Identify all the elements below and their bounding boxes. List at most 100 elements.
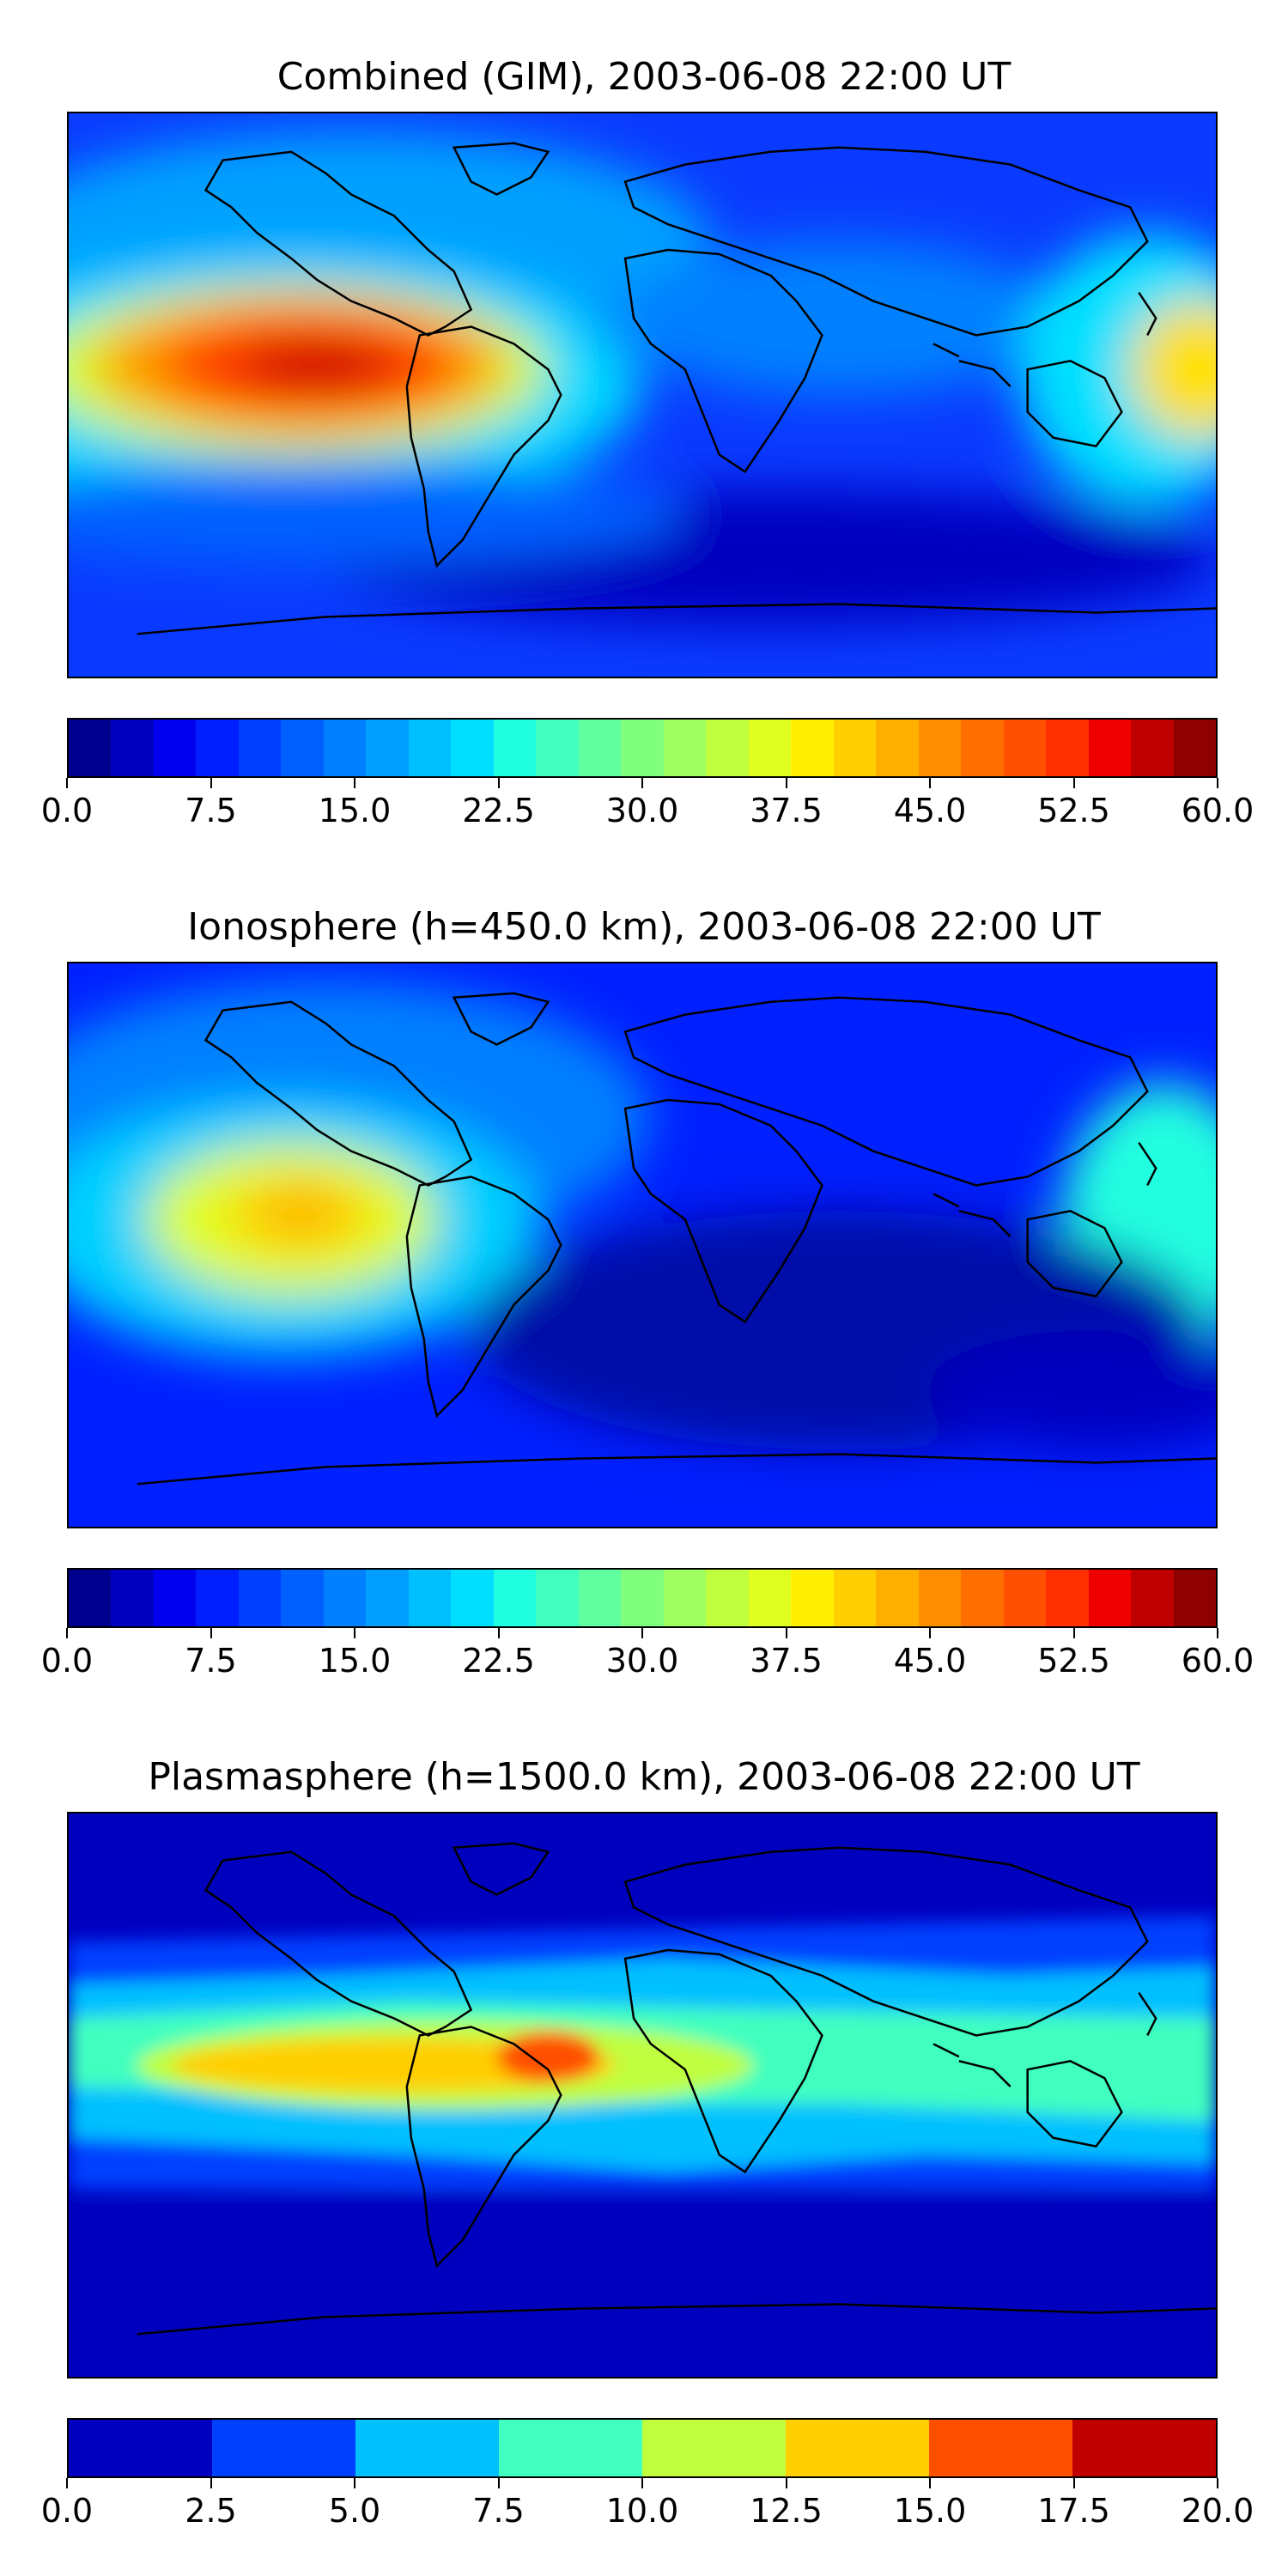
colorbar-tick <box>354 2478 355 2488</box>
colorbar-segment <box>663 720 707 776</box>
colorbar-tick-label: 0.0 <box>40 2492 94 2530</box>
colorbar-segment <box>1173 720 1217 776</box>
panel-title: Ionosphere (h=450.0 km), 2003-06-08 22:0… <box>187 905 1101 949</box>
colorbar-tick-label: 7.5 <box>185 792 237 829</box>
colorbar-segment <box>111 1570 154 1626</box>
colorbar-tick-label: 45.0 <box>893 1642 967 1680</box>
colorbar-tick <box>497 1628 500 1638</box>
colorbar-segment <box>1003 1570 1047 1626</box>
colorbar-tick-label: 37.5 <box>750 1642 823 1680</box>
colorbar-segment <box>408 1570 452 1626</box>
colorbar-tick <box>1072 778 1075 788</box>
colorbar-segment <box>196 1570 239 1626</box>
colorbar-tick <box>210 1628 212 1638</box>
colorbar-tick <box>785 1628 787 1638</box>
colorbar-tick-label: 30.0 <box>605 792 679 829</box>
colorbar-segment <box>281 720 324 776</box>
colorbar-ticks: 0.0 7.5 15.0 22.5 30.0 37.5 45.0 52.5 60.0 <box>41 1628 1254 1680</box>
colorbar-segment <box>69 1570 112 1626</box>
colorbar-tick <box>210 2478 212 2488</box>
colorbar-tick <box>929 2478 931 2488</box>
colorbar-tick <box>66 1628 68 1638</box>
colorbar-tick-label: 20.0 <box>1181 2492 1255 2530</box>
panel-title: Plasmasphere (h=1500.0 km), 2003-06-08 2… <box>148 1755 1140 1799</box>
colorbar-segment <box>153 720 197 776</box>
colorbar-segment <box>355 2420 499 2476</box>
colorbar-tick-label: 0.0 <box>40 792 94 829</box>
colorbar-tick-label: 45.0 <box>893 792 967 829</box>
colorbar-tick <box>929 1628 931 1638</box>
colorbar-segment <box>1046 720 1089 776</box>
colorbar-segment <box>578 1570 622 1626</box>
colorbar-tick-label: 15.0 <box>893 2492 967 2530</box>
colorbar-segment <box>833 720 877 776</box>
map-plasmasphere <box>67 1812 1218 2379</box>
colorbar-segment <box>1131 720 1174 776</box>
colorbar-segment <box>961 720 1004 776</box>
colorbar-segment <box>1173 1570 1217 1626</box>
colorbar-tick <box>497 778 500 788</box>
colorbar-tick-label: 0.0 <box>40 1642 94 1680</box>
colorbar-segment <box>1088 1570 1132 1626</box>
colorbar-tick-label: 60.0 <box>1181 1642 1255 1680</box>
colorbar-tick <box>1072 1628 1075 1638</box>
colorbar-tick-label: 52.5 <box>1037 1642 1110 1680</box>
colorbar-segment <box>366 1570 409 1626</box>
colorbar-segment <box>493 1570 537 1626</box>
colorbar-tick <box>1217 2478 1218 2488</box>
colorbar-segment <box>536 720 579 776</box>
map-combined <box>67 112 1218 678</box>
colorbar-segment <box>238 720 282 776</box>
colorbar-segment <box>366 720 409 776</box>
colorbar-segment <box>791 720 834 776</box>
colorbar <box>67 1568 1218 1628</box>
colorbar-tick-label: 5.0 <box>328 2492 381 2530</box>
colorbar <box>67 718 1218 778</box>
colorbar-segment <box>748 720 792 776</box>
colorbar-segment <box>706 720 749 776</box>
panel-title: Combined (GIM), 2003-06-08 22:00 UT <box>276 55 1012 99</box>
map-ionosphere <box>67 962 1218 1528</box>
colorbar-segment <box>786 2420 929 2476</box>
colorbar-segment <box>833 1570 877 1626</box>
colorbar-segment <box>408 720 452 776</box>
colorbar-segment <box>929 2420 1072 2476</box>
colorbar-tick-label: 22.5 <box>462 792 535 829</box>
colorbar-tick <box>1217 778 1218 788</box>
colorbar-tick <box>66 778 68 788</box>
colorbar-segment <box>578 720 622 776</box>
colorbar-segment <box>1046 1570 1089 1626</box>
colorbar-segment <box>642 2420 786 2476</box>
colorbar-segment <box>493 720 537 776</box>
colorbar-segment <box>69 2420 212 2476</box>
colorbar-segment <box>918 720 962 776</box>
colorbar-tick <box>1217 1628 1218 1638</box>
colorbar-tick-label: 2.5 <box>185 2492 237 2530</box>
colorbar-segment <box>499 2420 642 2476</box>
colorbar-tick <box>1072 2478 1075 2488</box>
colorbar-tick <box>641 1628 643 1638</box>
colorbar-segment <box>323 720 367 776</box>
colorbar <box>67 2418 1218 2478</box>
colorbar-tick <box>497 2478 500 2488</box>
colorbar-segment <box>1088 720 1132 776</box>
colorbar-segment <box>961 1570 1004 1626</box>
colorbar-tick-label: 52.5 <box>1037 792 1110 829</box>
colorbar-segment <box>663 1570 707 1626</box>
colorbar-segment <box>323 1570 367 1626</box>
colorbar-segment <box>876 720 919 776</box>
colorbar-tick-label: 17.5 <box>1037 2492 1110 2530</box>
colorbar-segment <box>748 1570 792 1626</box>
colorbar-tick <box>929 778 931 788</box>
colorbar-segment <box>153 1570 197 1626</box>
colorbar-segment <box>1003 720 1047 776</box>
colorbar-segment <box>451 1570 494 1626</box>
colorbar-segment <box>536 1570 579 1626</box>
colorbar-segment <box>238 1570 282 1626</box>
colorbar-tick <box>354 1628 355 1638</box>
colorbar-tick-label: 7.5 <box>185 1642 237 1680</box>
colorbar-tick <box>354 778 355 788</box>
colorbar-segment <box>451 720 494 776</box>
colorbar-tick-label: 60.0 <box>1181 792 1255 829</box>
colorbar-segment <box>791 1570 834 1626</box>
